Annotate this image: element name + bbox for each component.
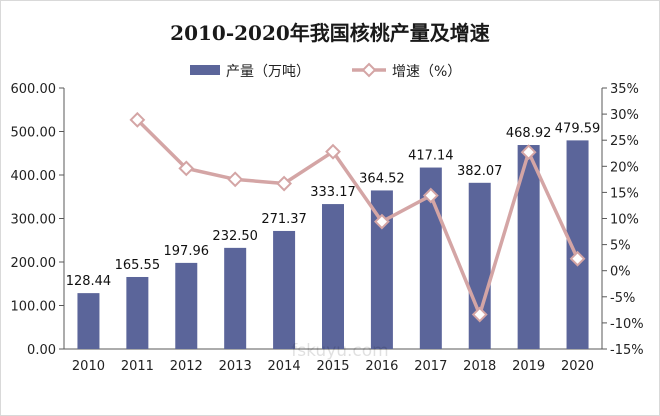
bar-2010 [77, 293, 100, 349]
legend-swatch-output [190, 65, 220, 75]
bar-2014 [273, 230, 296, 349]
bar-2019 [517, 145, 540, 349]
right-axis-tick-label: -10% [610, 317, 644, 332]
x-tick-label-2011: 2011 [121, 359, 154, 374]
bar-label-2012: 197.96 [164, 244, 210, 259]
left-axis-tick-label: 200.00 [11, 256, 57, 271]
growth-point-2011 [129, 111, 146, 128]
right-axis-tick-label: 25% [610, 134, 639, 149]
x-tick-label-2010: 2010 [72, 359, 105, 374]
left-axis-tick-label: 100.00 [11, 300, 57, 315]
right-axis-tick-label: -15% [610, 343, 644, 358]
bar-label-2016: 364.52 [359, 171, 405, 186]
bar-2011 [126, 276, 149, 349]
growth-line [129, 111, 586, 323]
x-tick-label-2016: 2016 [365, 359, 398, 374]
x-tick-label-2014: 2014 [268, 359, 301, 374]
growth-point-2012 [178, 160, 195, 177]
right-axis-tick-label: 15% [610, 186, 639, 201]
bar-label-2017: 417.14 [408, 149, 454, 164]
growth-point-2018 [471, 306, 488, 323]
x-tick-label-2018: 2018 [463, 359, 496, 374]
right-axis-tick-label: 5% [610, 239, 631, 254]
legend-label-output: 产量（万吨） [226, 64, 310, 80]
growth-point-2017 [422, 187, 439, 204]
bar-2013 [224, 247, 247, 349]
growth-line-path [136, 118, 580, 317]
x-tick-label-2012: 2012 [170, 359, 203, 374]
growth-point-2014 [276, 175, 293, 192]
legend-swatch-growth-marker [361, 62, 377, 78]
right-axis-tick-label: 35% [610, 82, 639, 97]
bar-label-2020: 479.59 [555, 121, 601, 136]
bar-2016 [370, 190, 393, 349]
growth-point-2013 [227, 171, 244, 188]
x-tick-labels: 2010 2011 2012 2013 2014 2015 2016 2017 2018 2019… [72, 359, 594, 374]
bar-label-2015: 333.17 [310, 185, 356, 200]
bar-label-2013: 232.50 [212, 229, 258, 244]
x-tick-label-2017: 2017 [414, 359, 447, 374]
bar-2018 [468, 182, 491, 349]
x-tick-label-2015: 2015 [316, 359, 349, 374]
growth-point-2015 [325, 143, 341, 160]
legend: 产量（万吨） 增速（%） [190, 62, 461, 80]
left-axis-tick-label: 300.00 [11, 213, 57, 228]
bar-label-2019: 468.92 [506, 126, 552, 141]
x-tick-label-2019: 2019 [512, 359, 545, 374]
bar-label-2014: 271.37 [261, 212, 307, 227]
right-axis-tick-label: 0% [610, 265, 631, 280]
right-axis-tick-label: 30% [610, 108, 639, 123]
left-axis-tick-label: 500.00 [11, 126, 57, 141]
left-axis-tick-label: 0.00 [27, 343, 56, 358]
growth-point-2019 [520, 144, 537, 161]
growth-point-2020 [569, 250, 586, 267]
bar-label-2011: 165.55 [115, 258, 161, 273]
chart-title: 2010-2020年我国核桃产量及增速 [170, 21, 490, 45]
bar-labels: 128.44165.55197.96232.50271.37333.17364.… [66, 121, 601, 289]
growth-point-2016 [373, 213, 390, 230]
bar-label-2018: 382.07 [457, 164, 503, 179]
legend-label-growth: 增速（%） [392, 64, 461, 80]
bar-2015 [322, 204, 344, 349]
bar-2012 [175, 262, 198, 349]
bar-2020 [566, 140, 589, 349]
bars [77, 140, 589, 349]
left-axis-tick-label: 600.00 [11, 82, 57, 97]
right-axis-tick-label: -5% [610, 291, 635, 306]
right-axis-tick-label: 10% [610, 213, 639, 228]
right-axis-tick-label: 20% [610, 160, 639, 175]
bar-label-2010: 128.44 [66, 274, 112, 289]
x-tick-label-2020: 2020 [561, 359, 594, 374]
x-tick-label-2013: 2013 [219, 359, 252, 374]
axes: 0.00 100.00 200.00 300.00 400.00 500.00 600.00… [11, 82, 644, 358]
watermark: fskuyu.com [291, 341, 388, 361]
left-axis-tick-label: 400.00 [11, 169, 57, 184]
